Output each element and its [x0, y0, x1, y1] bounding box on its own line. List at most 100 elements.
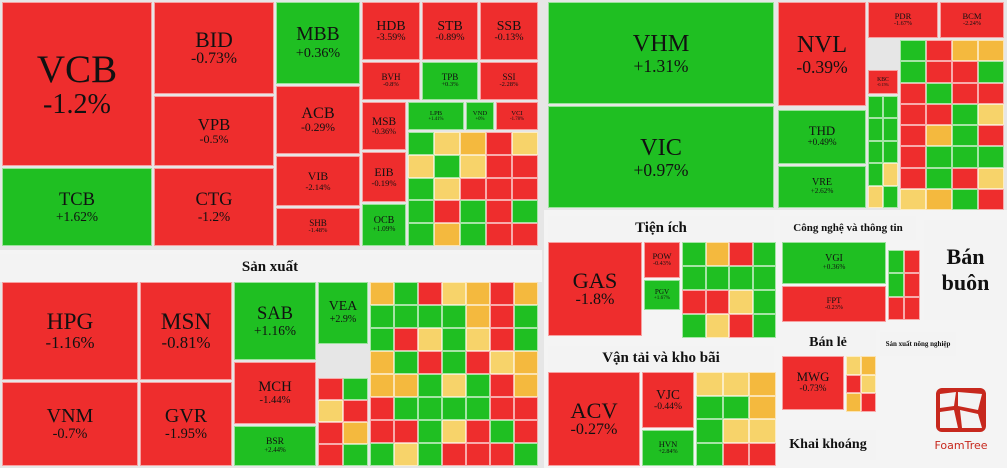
ticker: SSB	[496, 17, 522, 33]
stock-tile: MSN -0.81%	[140, 282, 232, 380]
filler-tile	[926, 167, 952, 189]
ticker: VCI	[511, 109, 523, 117]
filler-tile	[318, 422, 343, 444]
filler-tile	[729, 242, 753, 266]
filler-tile	[466, 282, 490, 305]
filler-tile	[408, 223, 434, 246]
filler-tile	[900, 188, 926, 210]
filler-tile	[868, 140, 883, 164]
ticker: VGI	[825, 252, 843, 264]
filler-tile	[442, 397, 466, 420]
filler-tile	[722, 372, 750, 396]
filler-tile	[952, 103, 978, 125]
stock-tile: SSI -2.28%	[480, 62, 538, 100]
stock-tile: BSR +2.44%	[234, 426, 316, 466]
filler-tile	[888, 273, 904, 297]
filler-tile	[514, 282, 538, 305]
filler-tile	[729, 266, 753, 290]
filler-tile	[418, 443, 442, 466]
filler-tile	[868, 185, 883, 208]
stock-tile: CTG -1.2%	[154, 168, 274, 246]
stock-tile: OCB +1.09%	[362, 204, 406, 246]
filler-tile	[408, 177, 434, 201]
filler-tile	[442, 351, 466, 374]
stock-tile: SSB -0.13%	[480, 2, 538, 60]
filler-tile	[394, 397, 418, 420]
filler-tile	[752, 314, 776, 338]
stock-tile: FPT -0.23%	[782, 286, 886, 322]
filler-tile	[682, 314, 706, 338]
filler-tile	[861, 356, 876, 375]
change: -0.36%	[372, 126, 396, 136]
filler-tile	[846, 374, 861, 394]
stock-tile: VND +0%	[466, 102, 494, 130]
filler-tile	[926, 40, 952, 62]
filler-tile	[749, 442, 776, 466]
filler-tile	[490, 328, 514, 351]
filler-tile	[978, 40, 1004, 62]
filler-tile	[394, 420, 418, 443]
stock-tile: EIB -0.19%	[362, 152, 406, 202]
ticker: MSB	[371, 115, 397, 128]
filler-tile	[749, 419, 776, 443]
stock-tile: KBC -0.15%	[868, 70, 898, 94]
filler-tile	[490, 397, 514, 420]
filler-tile	[514, 443, 538, 466]
filler-tile	[408, 132, 434, 155]
sector-header: Bán lẻ	[780, 330, 876, 356]
ticker: PDR	[894, 11, 912, 22]
filler-tile	[394, 351, 418, 374]
filler-tile	[978, 82, 1004, 104]
filler-tile	[394, 282, 418, 305]
filler-tile	[486, 223, 512, 246]
filler-tile	[434, 154, 460, 178]
filler-tile	[490, 374, 514, 397]
ticker: BSR	[266, 437, 284, 448]
filler-tile	[408, 154, 434, 178]
filler-tile	[705, 314, 729, 338]
stock-tile: MBB +0.36%	[276, 2, 360, 84]
filler-tile	[952, 40, 978, 62]
filler-tile	[466, 397, 490, 420]
ticker: VHM	[632, 30, 690, 58]
brand-name: FoamTree	[934, 439, 988, 452]
change: +0.36%	[822, 263, 846, 272]
filler-tile	[418, 328, 442, 351]
filler-tile	[490, 305, 514, 328]
stock-tile: HDB -3.59%	[362, 2, 420, 60]
stock-tile: MCH -1.44%	[234, 362, 316, 424]
ticker: EIB	[374, 165, 394, 180]
change: +0.3%	[441, 81, 459, 89]
stock-tile: PDR -1.67%	[868, 2, 938, 38]
change: -0.15%	[877, 81, 889, 87]
filler-tile	[900, 125, 926, 147]
change: +0.49%	[807, 137, 837, 148]
filler-tile	[370, 328, 394, 351]
filler-tile	[370, 397, 394, 420]
change: +2.84%	[658, 449, 678, 456]
filler-tile	[978, 125, 1004, 147]
stock-tile: VGI +0.36%	[782, 242, 886, 284]
stock-tile: ACV -0.27%	[548, 372, 640, 466]
filler-tile	[490, 443, 514, 466]
filler-tile	[846, 356, 861, 375]
filler-tile	[394, 443, 418, 466]
change: -3.59%	[376, 32, 406, 44]
filler-tile	[460, 132, 486, 155]
ticker: FPT	[826, 295, 842, 306]
filler-tile	[418, 305, 442, 328]
filler-tile	[705, 242, 729, 266]
filler-tile	[868, 96, 883, 119]
filler-tile	[466, 305, 490, 328]
brand-logo: FoamTree	[932, 384, 990, 452]
filler-tile	[883, 163, 898, 186]
ticker: THD	[808, 124, 836, 139]
ticker: TCB	[58, 189, 96, 211]
stock-tile: VHM +1.31%	[548, 2, 774, 104]
filler-tile	[749, 372, 776, 396]
stock-tile: VIB -2.14%	[276, 156, 360, 206]
filler-tile	[752, 290, 776, 314]
ticker: OCB	[373, 214, 395, 226]
filler-tile	[729, 290, 753, 314]
change: -0.23%	[825, 305, 843, 312]
